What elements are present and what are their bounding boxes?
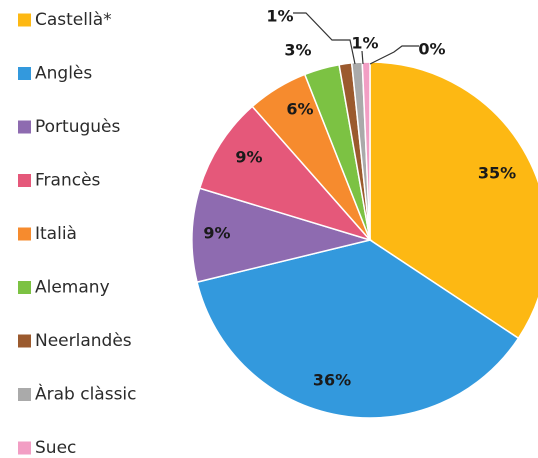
pie-slices xyxy=(191,61,538,419)
legend: Castellà* Anglès Portuguès Francès Italià Ale… xyxy=(18,10,137,458)
legend-swatch-italia xyxy=(18,227,31,241)
legend-swatch-portugues xyxy=(18,120,31,134)
legend-label-italia: Italià xyxy=(35,224,77,244)
legend-label-alemany: Alemany xyxy=(35,278,110,298)
leader-lines xyxy=(293,12,419,65)
legend-swatch-castella xyxy=(18,13,31,27)
legend-swatch-neerlandes xyxy=(18,334,31,348)
pie-slice-castella xyxy=(369,61,538,340)
leader-line-neerlandes xyxy=(293,12,356,65)
legend-swatch-angles xyxy=(18,67,31,80)
data-label-neerlandes: 1% xyxy=(266,7,293,26)
legend-label-arab-classic: Àrab clàssic xyxy=(35,383,137,405)
legend-label-frances: Francès xyxy=(35,171,101,191)
data-label-portugues: 9% xyxy=(203,224,230,243)
data-label-arab-classic: 1% xyxy=(351,34,378,53)
legend-label-angles: Anglès xyxy=(35,64,92,84)
legend-label-neerlandes: Neerlandès xyxy=(35,331,132,351)
data-label-angles: 36% xyxy=(313,371,351,390)
leader-line-arab-classic xyxy=(361,50,364,65)
data-label-frances: 9% xyxy=(235,148,262,167)
pie-slice-frances xyxy=(198,105,373,242)
legend-swatch-alemany xyxy=(18,281,31,294)
data-label-alemany: 3% xyxy=(284,41,311,60)
legend-label-suec: Suec xyxy=(35,438,76,458)
legend-swatch-arab-classic xyxy=(18,388,31,401)
legend-swatch-suec xyxy=(18,441,31,455)
data-label-italia: 6% xyxy=(286,100,313,119)
legend-label-castella: Castellà* xyxy=(35,10,112,30)
pie-slice-suec xyxy=(361,61,371,241)
leader-line-suec xyxy=(369,45,419,65)
pie-slice-portugues xyxy=(191,187,373,284)
data-labels: 35% 36% 9% 9% 6% 3% 1% 1% 0% xyxy=(203,7,516,390)
pie-slice-angles xyxy=(196,239,520,419)
data-label-suec: 0% xyxy=(418,40,445,59)
legend-label-portugues: Portuguès xyxy=(35,117,121,137)
data-label-castella: 35% xyxy=(478,164,516,183)
legend-swatch-frances xyxy=(18,174,31,187)
